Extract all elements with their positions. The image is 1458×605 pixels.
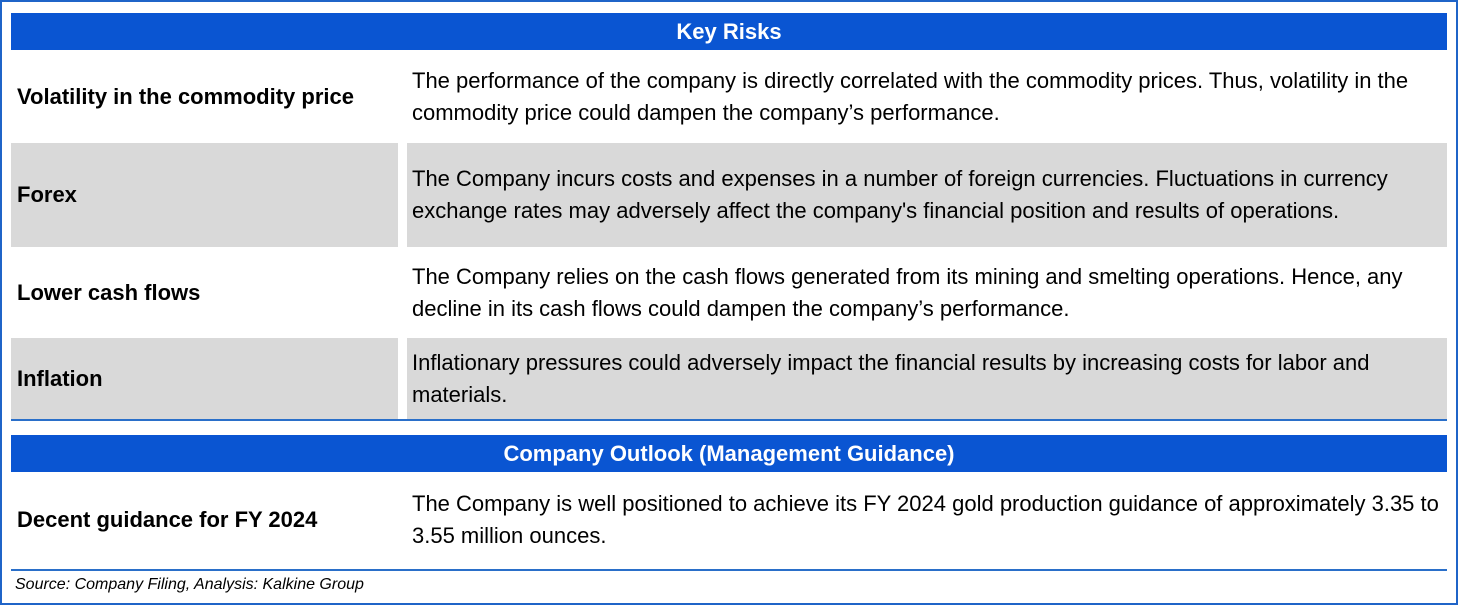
outlook-description: The Company is well positioned to achiev… <box>412 491 1439 548</box>
risk-row-forex: Forex The Company incurs costs and expen… <box>11 143 1447 247</box>
risk-description: Inflationary pressures could adversely i… <box>407 338 1447 419</box>
outlook-label: Decent guidance for FY 2024 <box>17 507 318 532</box>
risk-row-inflation: Inflation Inflationary pressures could a… <box>11 338 1447 419</box>
risk-row-cash-flows: Lower cash flows The Company relies on t… <box>11 250 1447 336</box>
risk-description: The Company incurs costs and expenses in… <box>407 143 1447 247</box>
outlook-title: Company Outlook (Management Guidance) <box>503 440 955 466</box>
risk-label: Forex <box>11 143 398 247</box>
risk-label: Lower cash flows <box>17 280 201 305</box>
risk-label: Volatility in the commodity price <box>17 83 354 109</box>
risk-row-commodity: Volatility in the commodity price The pe… <box>11 53 1447 140</box>
source-note: Source: Company Filing, Analysis: Kalkin… <box>15 576 364 593</box>
outlook-row-guidance: Decent guidance for FY 2024 The Company … <box>11 474 1447 566</box>
risk-description: The Company relies on the cash flows gen… <box>412 264 1403 321</box>
section-divider <box>11 419 1447 421</box>
outlook-header: Company Outlook (Management Guidance) <box>11 435 1447 472</box>
risk-description: The performance of the company is direct… <box>412 67 1409 125</box>
footer-divider <box>11 569 1447 571</box>
key-risks-header: Key Risks <box>11 13 1447 50</box>
risk-label: Inflation <box>11 338 398 419</box>
key-risks-title: Key Risks <box>676 18 782 44</box>
